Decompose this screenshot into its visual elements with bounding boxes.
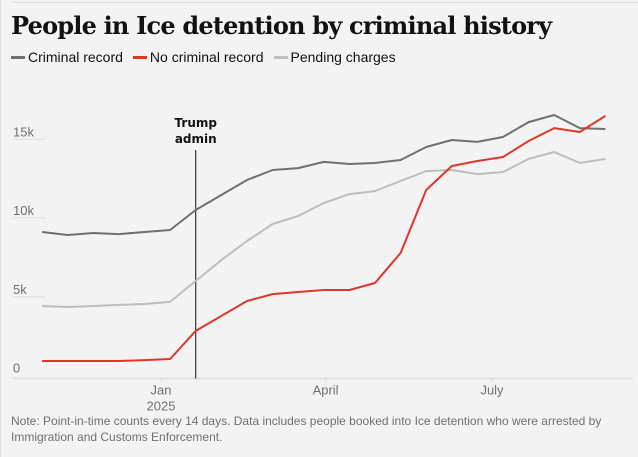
legend-label: No criminal record [149, 49, 264, 65]
series-lines [41, 114, 606, 362]
chart-note: Note: Point-in-time counts every 14 days… [11, 414, 602, 444]
y-tick-label: 15k [13, 124, 34, 139]
x-tick-label: April [313, 383, 339, 398]
x-tick-sublabel: 2025 [147, 399, 176, 414]
series-line-pending-charges [42, 151, 606, 308]
legend: Criminal record No criminal record Pendi… [11, 49, 406, 65]
y-tick-label: 5k [13, 282, 27, 297]
legend-item-pending-charges: Pending charges [273, 49, 396, 65]
top-rule [12, 2, 638, 3]
legend-item-criminal-record: Criminal record [11, 49, 123, 65]
annotation-layer: Trump admin [175, 116, 218, 379]
chart-title: People in Ice detention by criminal hist… [11, 11, 552, 40]
annotation-label: Trump [175, 116, 218, 130]
series-line-no-criminal-record [42, 115, 606, 362]
legend-label: Pending charges [290, 49, 396, 65]
legend-swatch-pending-charges [273, 55, 288, 59]
y-tick-label: 0 [13, 361, 20, 376]
x-tick-label: July [480, 383, 504, 398]
series-line-criminal-record [41, 114, 606, 236]
legend-label: Criminal record [28, 49, 123, 65]
legend-swatch-no-criminal-record [132, 55, 147, 59]
x-tick-label: Jan [151, 383, 172, 398]
legend-item-no-criminal-record: No criminal record [132, 49, 264, 65]
y-tick-label: 10k [13, 203, 34, 218]
y-axis: 0 5k 10k 15k [13, 124, 34, 375]
gridlines [13, 138, 633, 380]
legend-swatch-criminal-record [11, 55, 25, 59]
annotation-label: admin [175, 132, 217, 146]
